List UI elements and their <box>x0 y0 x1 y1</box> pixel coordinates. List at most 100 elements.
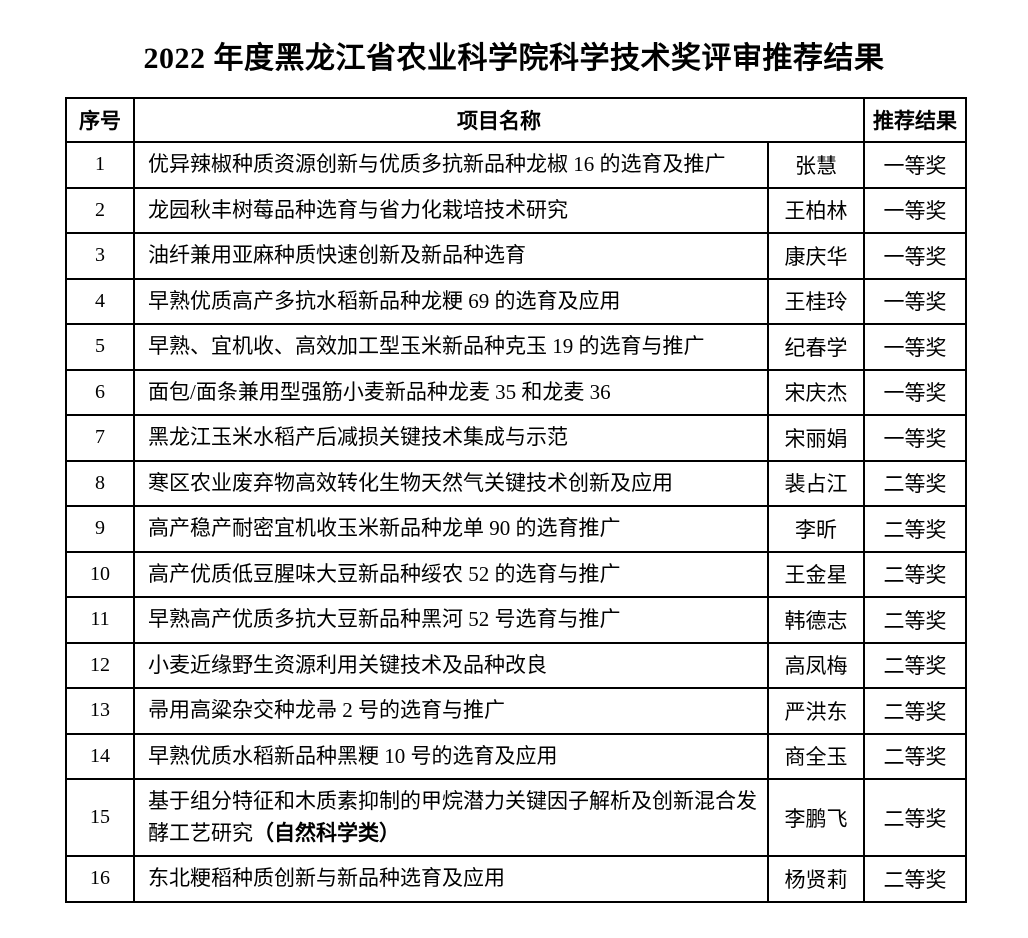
row-person-cell: 李鹏飞 <box>767 778 865 857</box>
row-index-cell: 11 <box>65 596 135 644</box>
row-project-cell: 早熟高产优质多抗大豆新品种黑河 52 号选育与推广 <box>133 596 769 644</box>
row-project-cell: 基于组分特征和木质素抑制的甲烷潜力关键因子解析及创新混合发酵工艺研究（自然科学类… <box>133 778 769 857</box>
row-project-cell: 高产优质低豆腥味大豆新品种绥农 52 的选育与推广 <box>133 550 769 598</box>
row-index-cell: 4 <box>65 277 135 325</box>
row-project-cell: 早熟优质水稻新品种黑粳 10 号的选育及应用 <box>133 732 769 780</box>
row-result-cell: 一等奖 <box>863 323 967 371</box>
row-index-cell: 3 <box>65 232 135 280</box>
row-person-cell: 李昕 <box>767 505 865 553</box>
row-project-cell: 黑龙江玉米水稻产后减损关键技术集成与示范 <box>133 414 769 462</box>
row-person-cell: 裴占江 <box>767 459 865 507</box>
row-person-cell: 杨贤莉 <box>767 855 865 903</box>
row-project-cell: 高产稳产耐密宜机收玉米新品种龙单 90 的选育推广 <box>133 505 769 553</box>
row-person-cell: 严洪东 <box>767 687 865 735</box>
table-row: 16 东北粳稻种质创新与新品种选育及应用 杨贤莉 二等奖 <box>65 855 967 903</box>
row-index-cell: 1 <box>65 141 135 189</box>
table-row: 4 早熟优质高产多抗水稻新品种龙粳 69 的选育及应用 王桂玲 一等奖 <box>65 277 967 325</box>
project-name-text: 早熟优质高产多抗水稻新品种龙粳 69 的选育及应用 <box>148 288 621 313</box>
row-project-cell: 东北粳稻种质创新与新品种选育及应用 <box>133 855 769 903</box>
project-name-text: 油纤兼用亚麻种质快速创新及新品种选育 <box>148 243 526 267</box>
row-result-cell: 二等奖 <box>863 550 967 598</box>
row-person-cell: 纪春学 <box>767 323 865 371</box>
row-result-cell: 二等奖 <box>863 505 967 553</box>
row-index-cell: 5 <box>65 323 135 371</box>
table-header: 序号 项目名称 推荐结果 <box>65 97 967 143</box>
row-project-cell: 帚用高粱杂交种龙帚 2 号的选育与推广 <box>133 687 769 735</box>
project-name-text: 小麦近缘野生资源利用关键技术及品种改良 <box>148 652 547 677</box>
row-person-cell: 张慧 <box>767 141 865 189</box>
project-name-text: 面包/面条兼用型强筋小麦新品种龙麦 35 和龙麦 36 <box>148 379 611 404</box>
row-result-cell: 二等奖 <box>863 596 967 644</box>
row-person-cell: 王桂玲 <box>767 277 865 325</box>
project-name-text: 早熟高产优质多抗大豆新品种黑河 52 号选育与推广 <box>148 607 621 631</box>
row-result-cell: 二等奖 <box>863 855 967 903</box>
row-result-cell: 二等奖 <box>863 732 967 780</box>
row-index-cell: 14 <box>65 732 135 780</box>
project-name-text: 寒区农业废弃物高效转化生物天然气关键技术创新及应用 <box>148 470 673 495</box>
project-name-text: 黑龙江玉米水稻产后减损关键技术集成与示范 <box>148 425 568 449</box>
row-index-cell: 8 <box>65 459 135 507</box>
row-person-cell: 高凤梅 <box>767 641 865 689</box>
row-person-cell: 王柏林 <box>767 186 865 234</box>
row-result-cell: 二等奖 <box>863 778 967 857</box>
row-project-cell: 优异辣椒种质资源创新与优质多抗新品种龙椒 16 的选育及推广 <box>133 141 769 189</box>
award-results-table: 序号 项目名称 推荐结果 1 优异辣椒种质资源创新与优质多抗新品种龙椒 16 的… <box>65 97 967 903</box>
project-category-bold-text: （自然科学类） <box>253 820 400 845</box>
table-row: 15 基于组分特征和木质素抑制的甲烷潜力关键因子解析及创新混合发酵工艺研究（自然… <box>65 778 967 857</box>
table-row: 9 高产稳产耐密宜机收玉米新品种龙单 90 的选育推广 李昕 二等奖 <box>65 505 967 553</box>
project-name-text: 优异辣椒种质资源创新与优质多抗新品种龙椒 16 的选育及推广 <box>148 152 726 176</box>
table-row: 1 优异辣椒种质资源创新与优质多抗新品种龙椒 16 的选育及推广 张慧 一等奖 <box>65 141 967 189</box>
row-person-cell: 商全玉 <box>767 732 865 780</box>
row-result-cell: 二等奖 <box>863 459 967 507</box>
row-result-cell: 二等奖 <box>863 641 967 689</box>
row-project-cell: 早熟优质高产多抗水稻新品种龙粳 69 的选育及应用 <box>133 277 769 325</box>
row-project-cell: 早熟、宜机收、高效加工型玉米新品种克玉 19 的选育与推广 <box>133 323 769 371</box>
row-result-cell: 一等奖 <box>863 277 967 325</box>
project-name-text: 早熟、宜机收、高效加工型玉米新品种克玉 19 的选育与推广 <box>148 334 705 358</box>
row-project-cell: 龙园秋丰树莓品种选育与省力化栽培技术研究 <box>133 186 769 234</box>
row-index-cell: 9 <box>65 505 135 553</box>
table-row: 8 寒区农业废弃物高效转化生物天然气关键技术创新及应用 裴占江 二等奖 <box>65 459 967 507</box>
row-result-cell: 一等奖 <box>863 141 967 189</box>
project-name-text: 高产稳产耐密宜机收玉米新品种龙单 90 的选育推广 <box>148 516 621 540</box>
row-index-cell: 13 <box>65 687 135 735</box>
table-row: 3 油纤兼用亚麻种质快速创新及新品种选育 康庆华 一等奖 <box>65 232 967 280</box>
row-result-cell: 二等奖 <box>863 687 967 735</box>
table-row: 5 早熟、宜机收、高效加工型玉米新品种克玉 19 的选育与推广 纪春学 一等奖 <box>65 323 967 371</box>
header-row: 序号 项目名称 推荐结果 <box>65 97 967 143</box>
row-result-cell: 一等奖 <box>863 368 967 416</box>
row-result-cell: 一等奖 <box>863 232 967 280</box>
row-person-cell: 宋丽娟 <box>767 414 865 462</box>
col-header-project: 项目名称 <box>133 97 865 143</box>
table-row: 11 早熟高产优质多抗大豆新品种黑河 52 号选育与推广 韩德志 二等奖 <box>65 596 967 644</box>
row-index-cell: 7 <box>65 414 135 462</box>
row-project-cell: 小麦近缘野生资源利用关键技术及品种改良 <box>133 641 769 689</box>
row-result-cell: 一等奖 <box>863 186 967 234</box>
row-person-cell: 宋庆杰 <box>767 368 865 416</box>
project-name-text: 东北粳稻种质创新与新品种选育及应用 <box>148 866 505 890</box>
row-project-cell: 面包/面条兼用型强筋小麦新品种龙麦 35 和龙麦 36 <box>133 368 769 416</box>
row-index-cell: 6 <box>65 368 135 416</box>
row-person-cell: 康庆华 <box>767 232 865 280</box>
table-row: 12 小麦近缘野生资源利用关键技术及品种改良 高凤梅 二等奖 <box>65 641 967 689</box>
table-body: 1 优异辣椒种质资源创新与优质多抗新品种龙椒 16 的选育及推广 张慧 一等奖 … <box>65 141 967 903</box>
row-person-cell: 韩德志 <box>767 596 865 644</box>
col-header-result: 推荐结果 <box>863 97 967 143</box>
table-row: 13 帚用高粱杂交种龙帚 2 号的选育与推广 严洪东 二等奖 <box>65 687 967 735</box>
table-row: 14 早熟优质水稻新品种黑粳 10 号的选育及应用 商全玉 二等奖 <box>65 732 967 780</box>
page-title: 2022 年度黑龙江省农业科学院科学技术奖评审推荐结果 <box>143 42 885 75</box>
project-name-text: 龙园秋丰树莓品种选育与省力化栽培技术研究 <box>148 197 568 222</box>
row-index-cell: 2 <box>65 186 135 234</box>
col-header-index: 序号 <box>65 97 135 143</box>
project-name-text: 帚用高粱杂交种龙帚 2 号的选育与推广 <box>148 698 505 722</box>
project-name-text: 高产优质低豆腥味大豆新品种绥农 52 的选育与推广 <box>148 561 621 586</box>
table-row: 2 龙园秋丰树莓品种选育与省力化栽培技术研究 王柏林 一等奖 <box>65 186 967 234</box>
row-project-cell: 油纤兼用亚麻种质快速创新及新品种选育 <box>133 232 769 280</box>
project-name-text: 基于组分特征和木质素抑制的甲烷潜力关键因子解析及创新混合发酵工艺研究 <box>148 789 757 845</box>
row-project-cell: 寒区农业废弃物高效转化生物天然气关键技术创新及应用 <box>133 459 769 507</box>
table-row: 7 黑龙江玉米水稻产后减损关键技术集成与示范 宋丽娟 一等奖 <box>65 414 967 462</box>
project-name-text: 早熟优质水稻新品种黑粳 10 号的选育及应用 <box>148 743 558 768</box>
row-person-cell: 王金星 <box>767 550 865 598</box>
row-index-cell: 10 <box>65 550 135 598</box>
